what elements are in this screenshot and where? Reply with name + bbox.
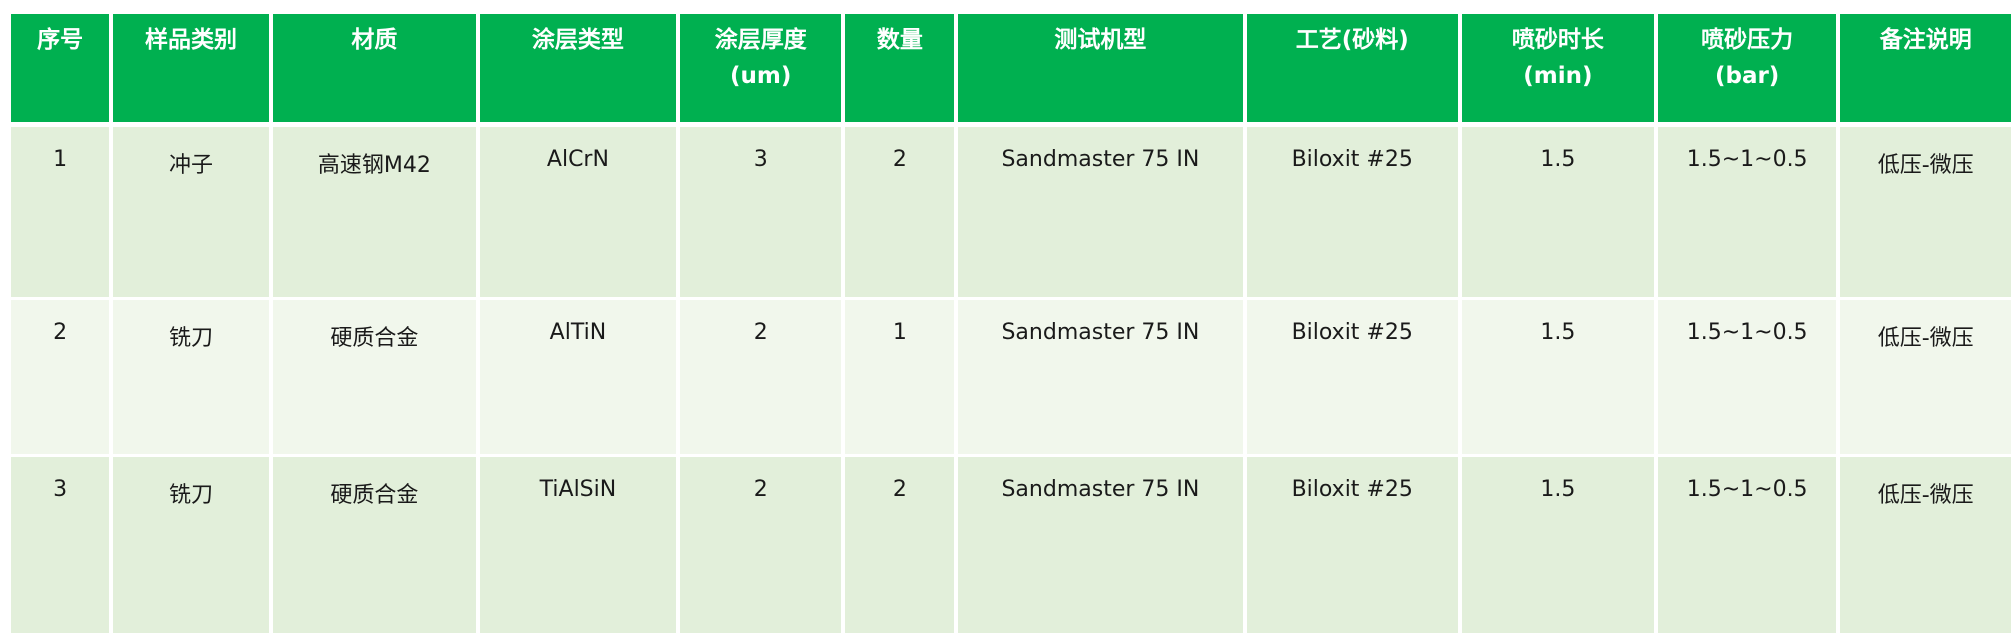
table-cell: 1.5	[1461, 457, 1654, 633]
table-cell: 3	[11, 457, 110, 633]
sandblast-test-table: 序号 样品类别 材质 涂层类型 涂层厚度 (um) 数量 测试机型 工艺(砂料) 喷砂时长 (m…	[7, 14, 2015, 633]
table-cell: Sandmaster 75 IN	[958, 300, 1243, 454]
table-cell: 3	[679, 127, 842, 297]
table-cell: Biloxit #25	[1246, 127, 1458, 297]
table-row: 3 铣刀 硬质合金 TiAlSiN 2 2 Sandmaster 75 IN Biloxit …	[11, 457, 2011, 633]
column-header: 备注说明	[1840, 14, 2011, 122]
table-cell: 低压-微压	[1840, 457, 2011, 633]
column-header: 序号	[11, 14, 110, 122]
table-cell: 1.5	[1461, 300, 1654, 454]
table-cell: 低压-微压	[1840, 300, 2011, 454]
table-row: 2 铣刀 硬质合金 AlTiN 2 1 Sandmaster 75 IN Biloxit #2…	[11, 300, 2011, 454]
table-cell: AlTiN	[479, 300, 676, 454]
header-row: 序号 样品类别 材质 涂层类型 涂层厚度 (um) 数量 测试机型 工艺(砂料) 喷砂时长 (m…	[11, 14, 2011, 122]
table-cell: 2	[679, 457, 842, 633]
table-cell: 2	[845, 127, 955, 297]
table-cell: 1.5~1~0.5	[1657, 127, 1837, 297]
column-header: 喷砂时长 (min)	[1461, 14, 1654, 122]
table-cell: Sandmaster 75 IN	[958, 127, 1243, 297]
column-header: 涂层厚度 (um)	[679, 14, 842, 122]
table-cell: 2	[845, 457, 955, 633]
table-cell: 1	[845, 300, 955, 454]
table-cell: 低压-微压	[1840, 127, 2011, 297]
table-cell: 高速钢M42	[272, 127, 476, 297]
table-cell: AlCrN	[479, 127, 676, 297]
table-cell: Biloxit #25	[1246, 457, 1458, 633]
column-header: 测试机型	[958, 14, 1243, 122]
table-cell: 铣刀	[113, 457, 269, 633]
table-cell: Biloxit #25	[1246, 300, 1458, 454]
table-cell: 铣刀	[113, 300, 269, 454]
table-cell: 硬质合金	[272, 300, 476, 454]
table-cell: 硬质合金	[272, 457, 476, 633]
table-cell: 冲子	[113, 127, 269, 297]
table-cell: 1.5~1~0.5	[1657, 300, 1837, 454]
table-cell: 2	[11, 300, 110, 454]
table-cell: 1.5~1~0.5	[1657, 457, 1837, 633]
table-cell: 1	[11, 127, 110, 297]
table-cell: 2	[679, 300, 842, 454]
column-header: 工艺(砂料)	[1246, 14, 1458, 122]
table-cell: TiAlSiN	[479, 457, 676, 633]
column-header: 样品类别	[113, 14, 269, 122]
column-header: 喷砂压力 (bar)	[1657, 14, 1837, 122]
column-header: 材质	[272, 14, 476, 122]
table-cell: 1.5	[1461, 127, 1654, 297]
column-header: 涂层类型	[479, 14, 676, 122]
table-cell: Sandmaster 75 IN	[958, 457, 1243, 633]
column-header: 数量	[845, 14, 955, 122]
table-row: 1 冲子 高速钢M42 AlCrN 3 2 Sandmaster 75 IN Biloxit …	[11, 127, 2011, 297]
